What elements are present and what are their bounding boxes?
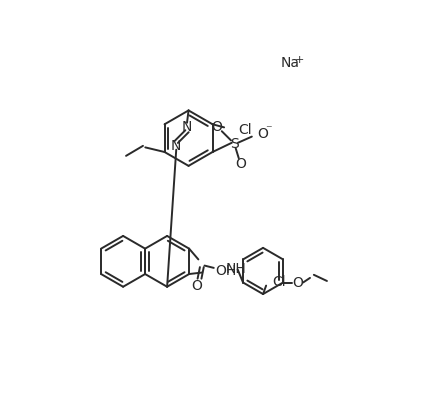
Text: O: O xyxy=(292,275,303,290)
Text: Cl: Cl xyxy=(272,275,286,289)
Text: +: + xyxy=(295,55,304,65)
Text: N: N xyxy=(171,139,181,153)
Text: S: S xyxy=(230,137,238,151)
Text: O: O xyxy=(192,279,202,293)
Text: Cl: Cl xyxy=(239,123,252,138)
Text: NH: NH xyxy=(226,262,247,277)
Text: O: O xyxy=(257,127,268,141)
Text: O: O xyxy=(212,120,223,134)
Text: ⁻: ⁻ xyxy=(265,123,271,136)
Text: O: O xyxy=(235,156,246,171)
Text: N: N xyxy=(182,120,192,134)
Text: Na: Na xyxy=(280,56,299,70)
Text: OH: OH xyxy=(215,264,237,278)
